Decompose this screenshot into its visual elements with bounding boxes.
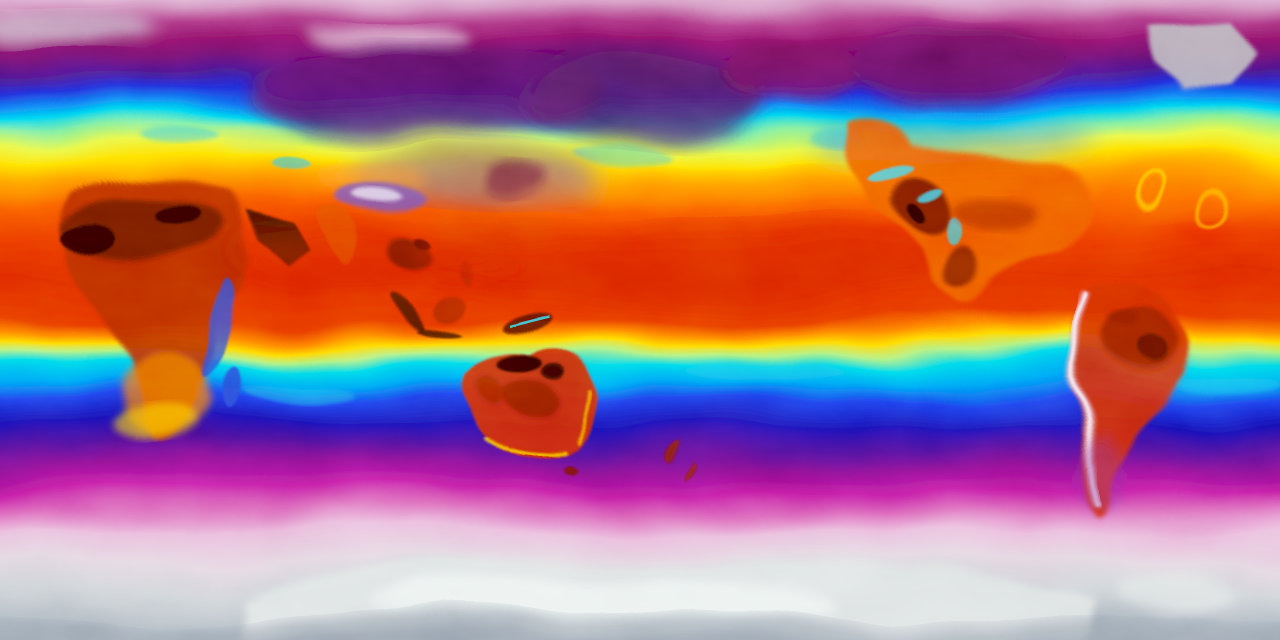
global-temperature-map-figure xyxy=(0,0,1280,640)
temperature-heatmap-svg xyxy=(0,0,1280,640)
turbulence-texture-overlay xyxy=(0,0,1280,640)
